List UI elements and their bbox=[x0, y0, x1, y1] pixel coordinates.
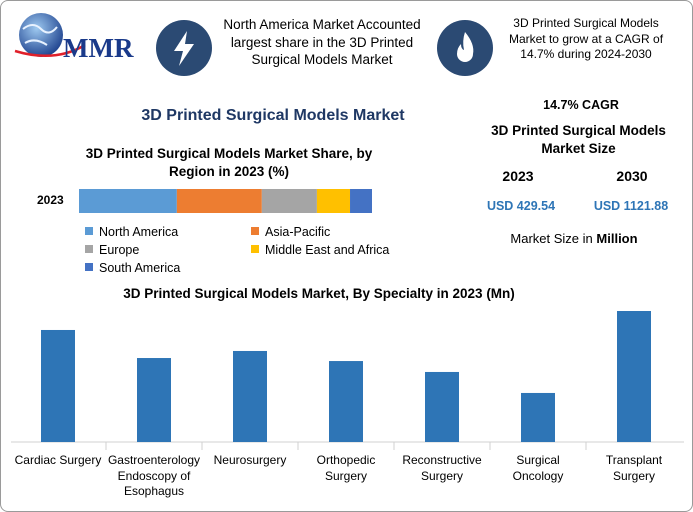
x-tick-label: Neurosurgery bbox=[213, 453, 287, 467]
legend-entry: Asia-Pacific bbox=[251, 225, 330, 239]
logo-globe-lines bbox=[22, 24, 58, 46]
x-tick-label: Gastroenterology Endoscopy of Esophagus bbox=[107, 453, 201, 499]
bar bbox=[521, 392, 555, 442]
x-tick-label: Transplant Surgery bbox=[605, 453, 663, 483]
amount: USD 429.54 bbox=[486, 199, 556, 213]
note-unit: Million bbox=[596, 231, 638, 246]
year: 2023 bbox=[502, 168, 534, 184]
x-tick-label: Reconstructive Surgery bbox=[402, 453, 482, 483]
bar-segment bbox=[316, 189, 351, 213]
bar bbox=[233, 350, 267, 442]
chart-title: 3D Printed Surgical Models Market, By Sp… bbox=[123, 286, 515, 301]
bar-segment bbox=[79, 189, 177, 213]
legend-entry: Middle East and Africa bbox=[251, 243, 389, 257]
amount: USD 1121.88 bbox=[593, 199, 669, 213]
cagr: 14.7% CAGR bbox=[543, 98, 619, 112]
legend-swatch bbox=[85, 245, 93, 253]
x-tick-label: Orthopedic Surgery bbox=[316, 453, 376, 483]
y-tick-label: 2023 bbox=[37, 193, 64, 207]
bar-segment bbox=[261, 189, 317, 213]
legend-swatch bbox=[85, 227, 93, 235]
legend-entry: North America bbox=[85, 225, 178, 239]
bar bbox=[329, 361, 363, 442]
legend-label: South America bbox=[99, 261, 181, 275]
highlight: 3D Printed Surgical Models Market to gro… bbox=[508, 16, 664, 62]
x-tick-label: Surgical Oncology bbox=[512, 453, 564, 483]
legend-label: Europe bbox=[99, 243, 140, 257]
note-text: Market Size in bbox=[510, 231, 593, 246]
x-tick-label: Cardiac Surgery bbox=[14, 453, 102, 467]
year: 2030 bbox=[616, 168, 648, 184]
legend-label: Asia-Pacific bbox=[265, 225, 331, 239]
legend-swatch bbox=[251, 245, 259, 253]
logo-swoosh bbox=[14, 43, 86, 57]
lightning-icon bbox=[174, 31, 194, 66]
bar-segment bbox=[350, 189, 372, 213]
legend-entry: Europe bbox=[85, 243, 139, 257]
main-title: 3D Printed Surgical Models Market bbox=[141, 107, 405, 124]
legend-entry: South America bbox=[85, 261, 180, 275]
market-size-note: Market Size in Million bbox=[474, 231, 674, 248]
chart-title: 3D Printed Surgical Models Market Share,… bbox=[85, 146, 373, 179]
bar bbox=[425, 371, 459, 442]
bar bbox=[41, 329, 75, 442]
logo-globe bbox=[19, 13, 63, 57]
legend-label: Middle East and Africa bbox=[265, 243, 390, 257]
legend-swatch bbox=[251, 227, 259, 235]
highlight: North America Market Accounted largest s… bbox=[223, 17, 421, 68]
flame-icon bbox=[457, 32, 474, 62]
bar bbox=[137, 358, 171, 442]
bar bbox=[617, 311, 651, 442]
bar-segment bbox=[176, 189, 262, 213]
logo-text: MMR bbox=[63, 33, 134, 63]
market-size-title: 3D Printed Surgical Models Market Size bbox=[491, 123, 666, 156]
legend-swatch bbox=[85, 263, 93, 271]
legend-label: North America bbox=[99, 225, 179, 239]
